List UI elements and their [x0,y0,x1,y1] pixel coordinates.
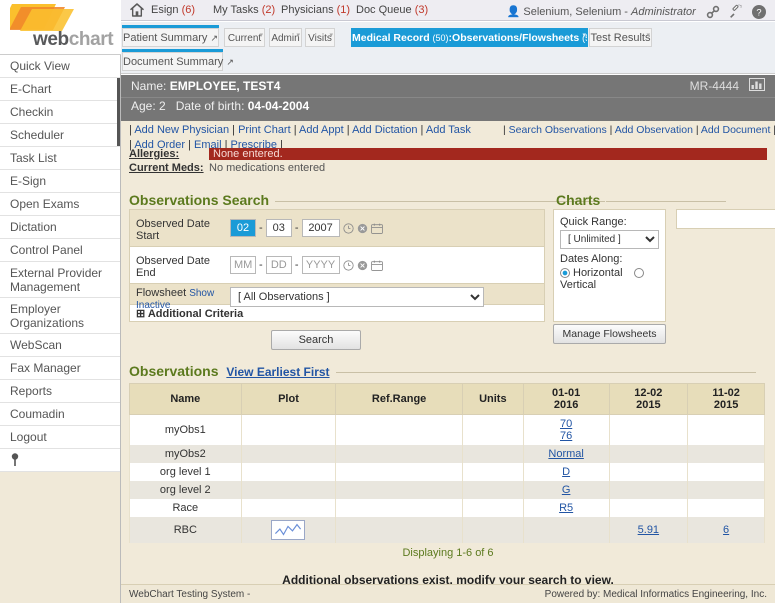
svg-text:?: ? [756,7,761,17]
